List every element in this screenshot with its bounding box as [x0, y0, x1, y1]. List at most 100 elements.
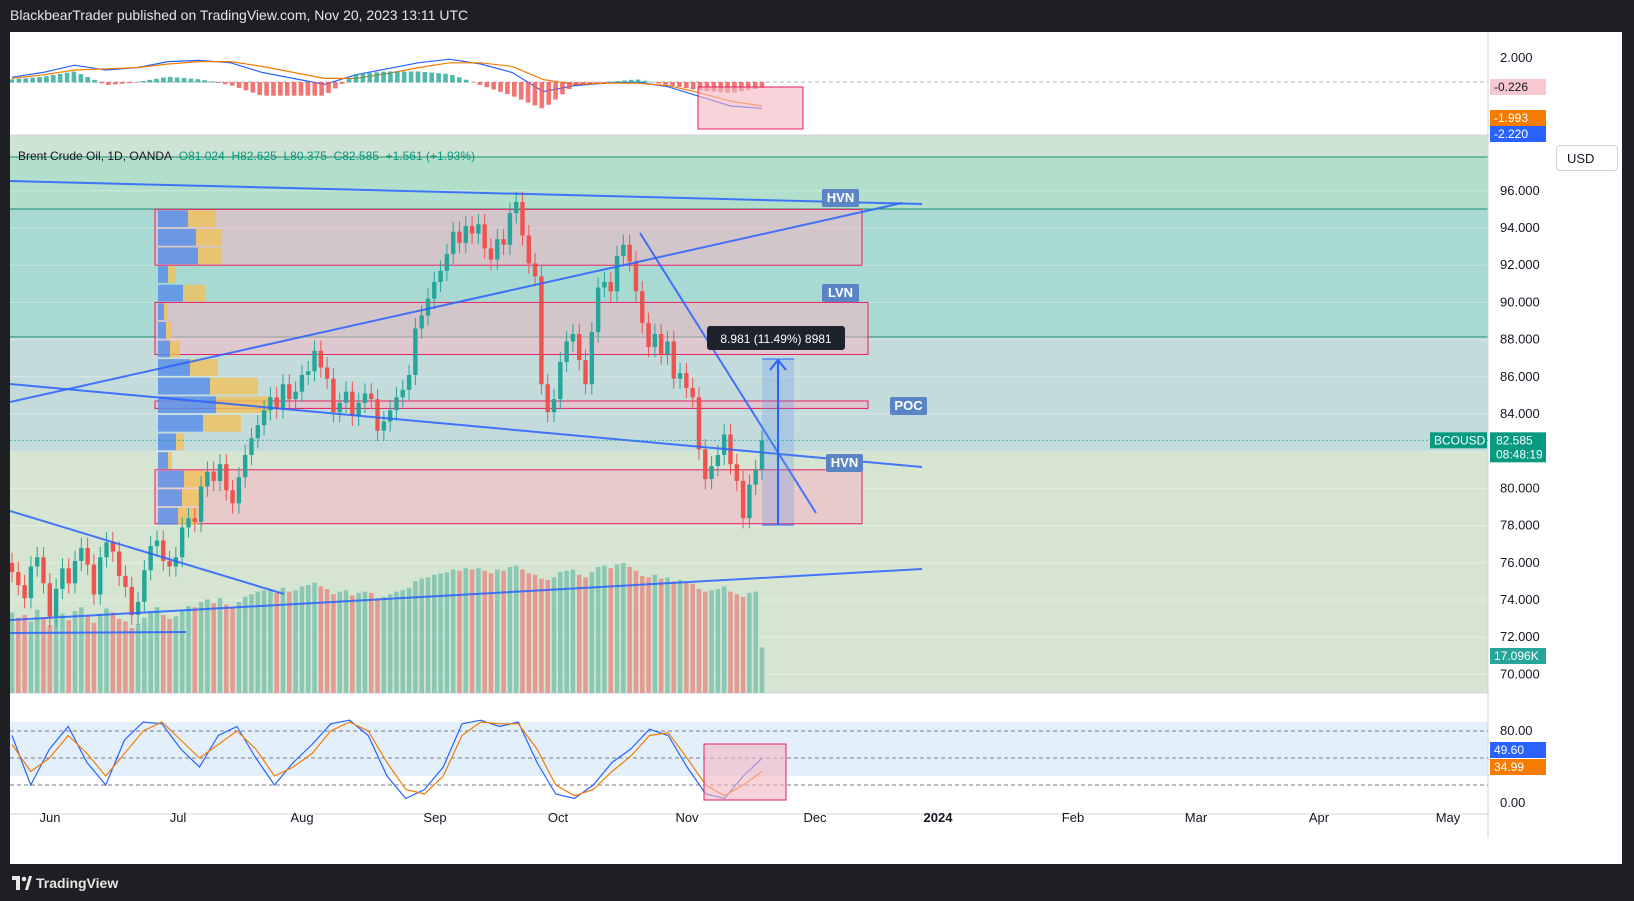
candle: [450, 221, 456, 265]
volume-bar: [41, 617, 46, 693]
volume-bar: [104, 608, 109, 693]
candle: [381, 411, 387, 441]
symbol-legend[interactable]: Brent Crude Oil, 1D, OANDA O81.024 H82.6…: [18, 149, 475, 163]
candle: [551, 388, 557, 423]
candle-body: [640, 291, 645, 323]
candle-body: [425, 298, 431, 316]
volume-bar: [494, 569, 500, 693]
price-tick: 96.000: [1500, 183, 1540, 198]
candle: [514, 191, 519, 224]
volume-bar: [463, 568, 469, 693]
candle-body: [362, 393, 368, 403]
trendlines[interactable]: 8.981 (11.49%) 8981: [9, 180, 923, 634]
candle-body: [558, 361, 563, 400]
candle-body: [633, 261, 639, 292]
zone-label: LVN: [828, 285, 853, 300]
candle: [123, 565, 128, 598]
candle: [224, 453, 229, 501]
volume-bar: [734, 594, 740, 693]
macd-histogram-bar: [649, 81, 655, 83]
volume-bar: [142, 617, 147, 693]
candle-body: [72, 560, 78, 584]
volume-bar: [160, 615, 166, 693]
candle: [53, 578, 59, 627]
volume-bar: [696, 589, 702, 693]
price-tick: 84.000: [1500, 406, 1540, 421]
volume-bar: [47, 625, 53, 693]
candle-body: [186, 518, 191, 528]
currency-button[interactable]: USD: [1556, 145, 1618, 171]
candle: [539, 266, 544, 395]
candle-body: [747, 484, 752, 519]
macd-histogram-bar: [250, 82, 256, 93]
candle-body: [236, 477, 242, 504]
macd-histogram-bar: [381, 71, 386, 83]
candle: [671, 331, 676, 389]
macd-histogram-bar: [78, 74, 84, 83]
profile-bar-up: [158, 284, 183, 302]
last-price-symbol: BCOUSD: [1434, 433, 1486, 447]
candle-body: [205, 471, 210, 487]
volume-bar: [79, 607, 84, 693]
macd-histogram-bar: [154, 78, 159, 83]
macd-histogram-bar: [319, 82, 324, 96]
candle: [652, 323, 658, 358]
zone-rect: [154, 400, 869, 409]
volume-bar: [709, 590, 714, 693]
candle: [249, 427, 254, 466]
macd-histogram-bar: [615, 81, 620, 83]
price-tick: 86.000: [1500, 369, 1540, 384]
macd-histogram-bar: [37, 77, 42, 83]
time-axis[interactable]: Jun Jul Aug Sep Oct Nov Dec 2024 Feb Mar Apr May: [40, 810, 1461, 825]
time-tick: 2024: [924, 810, 954, 825]
candle-body: [217, 464, 223, 481]
chart-svg[interactable]: 8.981 (11.49%) 8981 96.000 94.000 92.000 90…: [9, 32, 1622, 864]
macd-histogram-bar: [71, 71, 77, 83]
profile-bar-up: [158, 266, 168, 283]
candle-body: [759, 440, 765, 470]
volume-bar: [728, 591, 733, 693]
candle: [211, 461, 216, 492]
macd-histogram-bar: [505, 82, 510, 95]
candle: [91, 554, 97, 605]
macd-histogram-bar: [16, 78, 22, 83]
macd-histogram-bar: [106, 82, 111, 85]
candle: [312, 340, 317, 382]
candle: [432, 271, 437, 309]
candle: [280, 374, 286, 419]
candle: [394, 387, 399, 421]
candle-body: [356, 402, 361, 416]
price-axis[interactable]: 96.000 94.000 92.000 90.000 88.000 86.000 84.0…: [10, 32, 1622, 838]
volume-bar: [268, 589, 273, 693]
candle-body: [337, 402, 342, 413]
candles[interactable]: [9, 191, 765, 627]
candle-body: [9, 562, 15, 573]
candle: [696, 387, 702, 460]
macd-histogram-bar: [44, 76, 49, 83]
candle: [633, 251, 639, 302]
candle-body: [280, 384, 286, 409]
chart-canvas[interactable]: 8.981 (11.49%) 8981 96.000 94.000 92.000 90…: [9, 32, 1622, 864]
candle: [627, 234, 632, 272]
price-tick: 78.000: [1500, 518, 1540, 533]
macd-histogram-bar: [209, 81, 214, 83]
candle: [684, 362, 689, 399]
volume-bar: [520, 569, 525, 693]
price-tick: 70.000: [1500, 666, 1540, 681]
price-tick: 92.000: [1500, 257, 1540, 272]
candle-body: [324, 367, 330, 379]
last-price-countdown: 08:48:19: [1496, 447, 1543, 461]
volume-bar: [337, 591, 343, 693]
volume-bar: [507, 566, 513, 693]
volume-bar: [179, 609, 185, 693]
volume-bar: [576, 574, 582, 693]
volume-bar: [583, 577, 588, 693]
volume-bar: [665, 577, 670, 693]
macd-histogram-bar: [567, 82, 572, 90]
profile-bar-down: [188, 210, 216, 228]
candle-body: [532, 263, 538, 277]
volume-bar: [135, 624, 141, 693]
macd-histogram-bar: [628, 79, 634, 83]
candle-body: [740, 480, 746, 519]
volume-bar: [368, 592, 374, 693]
